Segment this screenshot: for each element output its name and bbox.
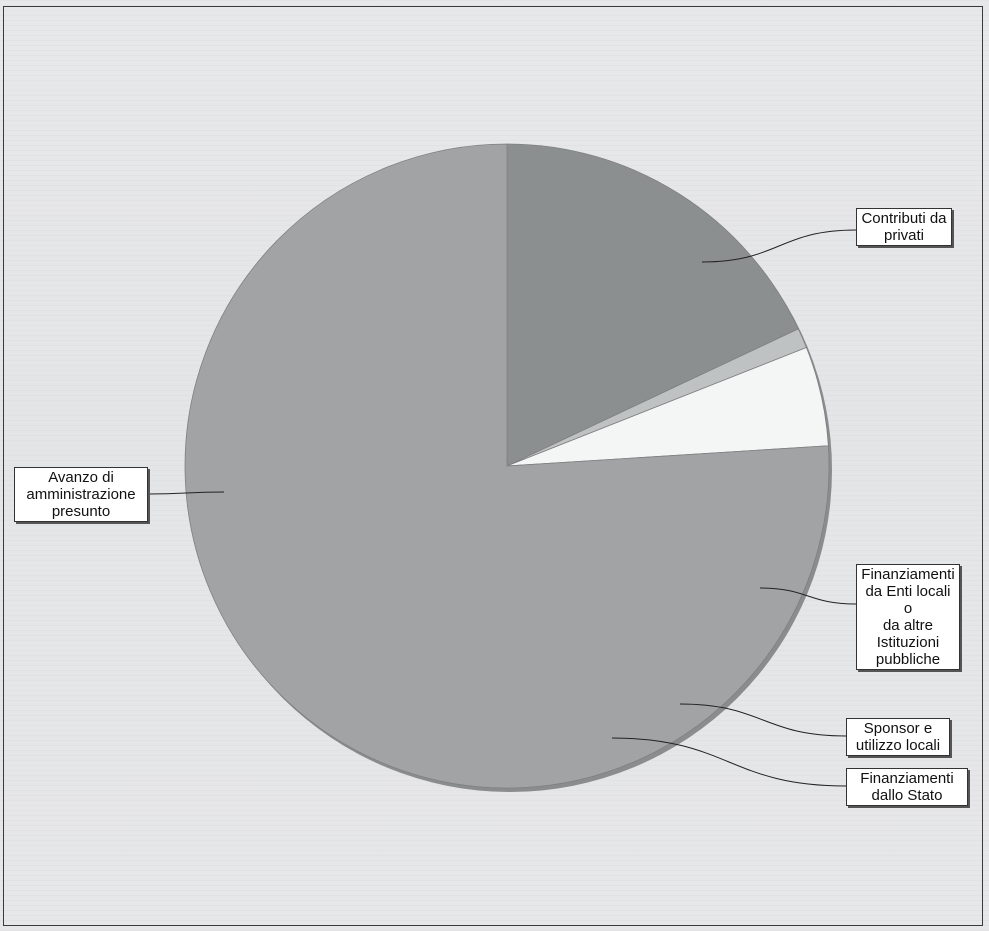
leader-avanzo-amministrazione: [147, 491, 225, 495]
slice-label-finanziamenti-stato: Finanziamenti dallo Stato: [846, 768, 968, 806]
slice-finanziamenti-enti-locali: [506, 143, 799, 467]
leader-finanziamenti-enti-locali: [759, 587, 857, 605]
leader-finanziamenti-stato: [611, 737, 847, 787]
slice-label-finanziamenti-enti-locali: Finanziamenti da Enti locali o da altre …: [856, 564, 960, 670]
leader-sponsor-utilizzo-locali: [679, 703, 847, 737]
chart-frame: [3, 6, 983, 926]
slice-label-sponsor-utilizzo-locali: Sponsor e utilizzo locali: [846, 718, 950, 756]
slice-avanzo-amministrazione: [184, 143, 830, 789]
slice-label-contributi-privati: Contributi da privati: [856, 208, 952, 246]
leader-contributi-privati: [701, 229, 857, 263]
slice-label-avanzo-amministrazione: Avanzo di amministrazione presunto: [14, 467, 148, 522]
